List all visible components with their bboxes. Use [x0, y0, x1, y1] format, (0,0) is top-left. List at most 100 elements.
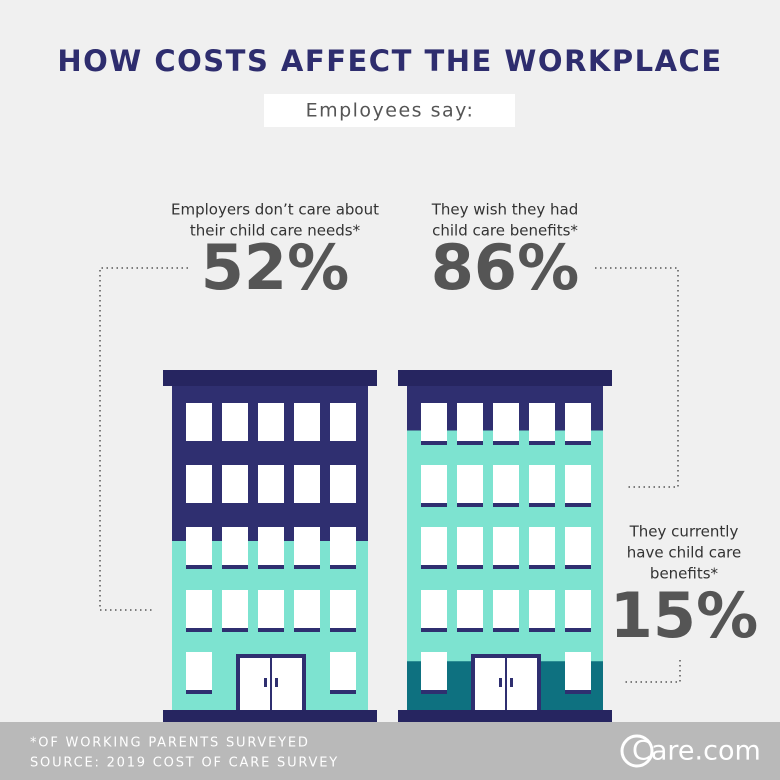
- base: [398, 710, 612, 723]
- window-sill: [330, 628, 356, 632]
- window-sill: [294, 628, 320, 632]
- stat-description: They wish they had: [431, 201, 579, 219]
- window: [294, 465, 320, 503]
- window-sill: [186, 503, 212, 507]
- window: [294, 590, 320, 628]
- window-sill: [186, 690, 212, 694]
- window: [294, 527, 320, 565]
- window: [421, 590, 447, 628]
- window: [421, 403, 447, 441]
- window-sill: [565, 628, 591, 632]
- window: [258, 527, 284, 565]
- window: [330, 465, 356, 503]
- handle: [275, 678, 278, 687]
- window-sill: [186, 441, 212, 445]
- footer-band: [0, 722, 780, 780]
- connector: [595, 267, 679, 488]
- window-sill: [258, 565, 284, 569]
- logo-icon: [620, 734, 654, 768]
- window: [330, 403, 356, 441]
- window: [529, 465, 555, 503]
- window-sill: [330, 503, 356, 507]
- window-sill: [330, 441, 356, 445]
- window-sill: [565, 441, 591, 445]
- logo: Care.com: [632, 736, 761, 767]
- window: [258, 403, 284, 441]
- window-sill: [565, 565, 591, 569]
- window: [529, 590, 555, 628]
- buildings: [163, 370, 612, 723]
- window: [186, 652, 212, 690]
- base: [163, 710, 377, 723]
- window-sill: [529, 441, 555, 445]
- window: [330, 590, 356, 628]
- window: [493, 527, 519, 565]
- roof: [398, 370, 612, 386]
- window-sill: [493, 565, 519, 569]
- window: [222, 527, 248, 565]
- window-sill: [457, 441, 483, 445]
- window: [565, 652, 591, 690]
- stat-description: their child care needs*: [190, 222, 361, 240]
- window-sill: [565, 503, 591, 507]
- window-sill: [565, 690, 591, 694]
- window-sill: [421, 628, 447, 632]
- subtitle-box: [264, 94, 515, 127]
- window: [222, 403, 248, 441]
- stat-value: 86%: [431, 231, 579, 304]
- stat-value: 52%: [201, 231, 349, 304]
- stat-description: Employers don’t care about: [171, 201, 379, 219]
- window-sill: [186, 628, 212, 632]
- window: [457, 590, 483, 628]
- source: SOURCE: 2019 COST OF CARE SURVEY: [30, 756, 339, 771]
- window-sill: [493, 628, 519, 632]
- window: [493, 403, 519, 441]
- window-sill: [493, 441, 519, 445]
- window-sill: [457, 503, 483, 507]
- window: [457, 465, 483, 503]
- window: [457, 403, 483, 441]
- window-sill: [222, 503, 248, 507]
- window: [258, 590, 284, 628]
- window-sill: [529, 628, 555, 632]
- stat-description: benefits*: [650, 565, 719, 583]
- window-sill: [294, 565, 320, 569]
- window-sill: [457, 628, 483, 632]
- window: [294, 403, 320, 441]
- window-sill: [186, 565, 212, 569]
- window: [565, 465, 591, 503]
- roof: [163, 370, 377, 386]
- window-sill: [421, 503, 447, 507]
- window: [565, 403, 591, 441]
- window-sill: [258, 503, 284, 507]
- window: [565, 527, 591, 565]
- window: [565, 590, 591, 628]
- handle: [264, 678, 267, 687]
- stat-description: child care benefits*: [432, 222, 578, 240]
- window: [222, 465, 248, 503]
- window: [493, 465, 519, 503]
- window: [330, 652, 356, 690]
- window: [186, 527, 212, 565]
- window-sill: [529, 565, 555, 569]
- window-sill: [330, 690, 356, 694]
- window: [330, 527, 356, 565]
- subtitle: Employees say:: [306, 100, 475, 122]
- window-sill: [258, 628, 284, 632]
- window: [222, 590, 248, 628]
- window: [258, 465, 284, 503]
- window-sill: [222, 628, 248, 632]
- handle: [499, 678, 502, 687]
- window: [529, 527, 555, 565]
- window-sill: [421, 690, 447, 694]
- window-sill: [529, 503, 555, 507]
- footnote: *OF WORKING PARENTS SURVEYED: [30, 736, 310, 751]
- window-sill: [493, 503, 519, 507]
- title: HOW COSTS AFFECT THE WORKPLACE: [57, 44, 722, 78]
- handle: [510, 678, 513, 687]
- window-sill: [330, 565, 356, 569]
- window: [186, 590, 212, 628]
- window: [493, 590, 519, 628]
- window-sill: [294, 503, 320, 507]
